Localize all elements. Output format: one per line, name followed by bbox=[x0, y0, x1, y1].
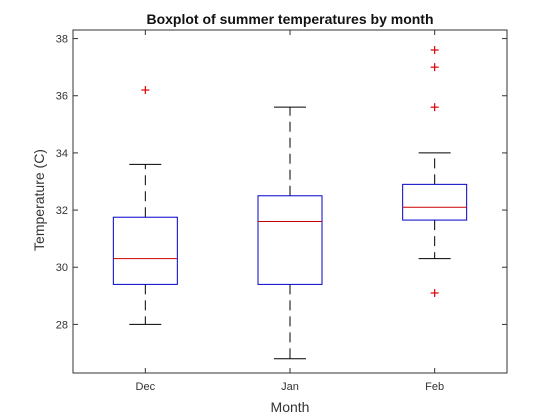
y-tick-label: 34 bbox=[56, 148, 68, 160]
box-dec bbox=[112, 216, 178, 285]
x-tick-label: Dec bbox=[136, 381, 156, 393]
x-tick-label: Feb bbox=[425, 381, 444, 393]
outlier-feb bbox=[430, 288, 439, 297]
outlier-dec bbox=[141, 86, 150, 95]
x-tick-label: Jan bbox=[281, 381, 299, 393]
y-axis-label: Temperature (C) bbox=[31, 149, 47, 251]
box-jan bbox=[257, 195, 323, 285]
y-tick-label: 36 bbox=[56, 91, 68, 103]
x-axis-label: Month bbox=[271, 399, 310, 415]
y-tick-label: 28 bbox=[56, 319, 68, 331]
y-tick-label: 32 bbox=[56, 205, 68, 217]
outlier-feb bbox=[430, 46, 439, 55]
outlier-feb bbox=[430, 103, 439, 112]
y-tick-label: 30 bbox=[56, 262, 68, 274]
chart-title: Boxplot of summer temperatures by month bbox=[146, 11, 433, 27]
plot-area: 28 30 32 34 36 38 Dec Jan Feb bbox=[56, 29, 508, 393]
box-feb bbox=[402, 183, 468, 221]
y-tick-label: 38 bbox=[56, 34, 68, 46]
outlier-feb bbox=[430, 63, 439, 72]
